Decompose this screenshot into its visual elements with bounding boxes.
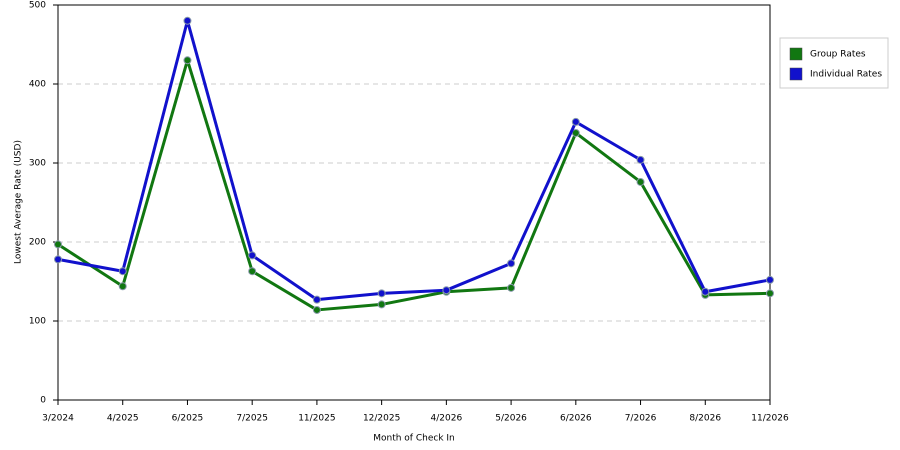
data-point	[54, 240, 62, 249]
legend-swatch	[789, 47, 803, 61]
x-tick-label: 4/2026	[431, 414, 463, 424]
data-point	[377, 289, 386, 298]
x-tick-label: 3/2024	[42, 414, 74, 424]
y-tick-label: 500	[29, 1, 46, 11]
x-axis-label: Month of Check In	[373, 434, 455, 444]
legend-box	[779, 37, 889, 89]
data-point	[183, 16, 192, 25]
y-tick-label: 100	[29, 317, 46, 327]
data-point	[701, 287, 710, 296]
legend-label: Group Rates	[810, 50, 866, 60]
x-tick-label: 12/2025	[363, 414, 400, 424]
x-tick-label: 7/2025	[236, 414, 268, 424]
data-point	[248, 267, 257, 276]
data-point	[118, 282, 127, 291]
y-axis-label: Lowest Average Rate (USD)	[14, 140, 24, 264]
data-point	[312, 295, 321, 304]
y-tick-label: 200	[29, 238, 46, 248]
data-point	[636, 155, 645, 164]
x-tick-label: 4/2025	[107, 414, 139, 424]
y-tick-label: 400	[29, 80, 46, 90]
data-point	[248, 251, 257, 260]
y-tick-label: 300	[29, 159, 46, 169]
data-point	[183, 56, 192, 65]
x-tick-label: 8/2026	[689, 414, 721, 424]
data-point	[766, 289, 774, 298]
x-tick-label: 6/2026	[560, 414, 592, 424]
data-point	[507, 283, 516, 292]
x-tick-label: 6/2025	[172, 414, 204, 424]
y-tick-label: 0	[40, 396, 46, 406]
x-tick-label: 11/2025	[298, 414, 335, 424]
data-point	[442, 286, 451, 295]
legend-swatch	[789, 67, 803, 81]
data-point	[118, 267, 127, 276]
series-line	[57, 58, 771, 312]
x-tick-label: 7/2026	[625, 414, 657, 424]
data-point	[312, 305, 321, 314]
data-point	[377, 300, 386, 309]
x-tick-label: 5/2026	[495, 414, 527, 424]
series-line	[57, 19, 771, 302]
data-point	[507, 259, 516, 268]
legend-label: Individual Rates	[810, 70, 882, 80]
data-point	[766, 275, 774, 284]
data-point	[636, 177, 645, 186]
plot-frame	[57, 4, 771, 401]
x-tick-label: 11/2026	[751, 414, 789, 424]
data-point	[54, 255, 62, 264]
data-point	[571, 117, 580, 126]
